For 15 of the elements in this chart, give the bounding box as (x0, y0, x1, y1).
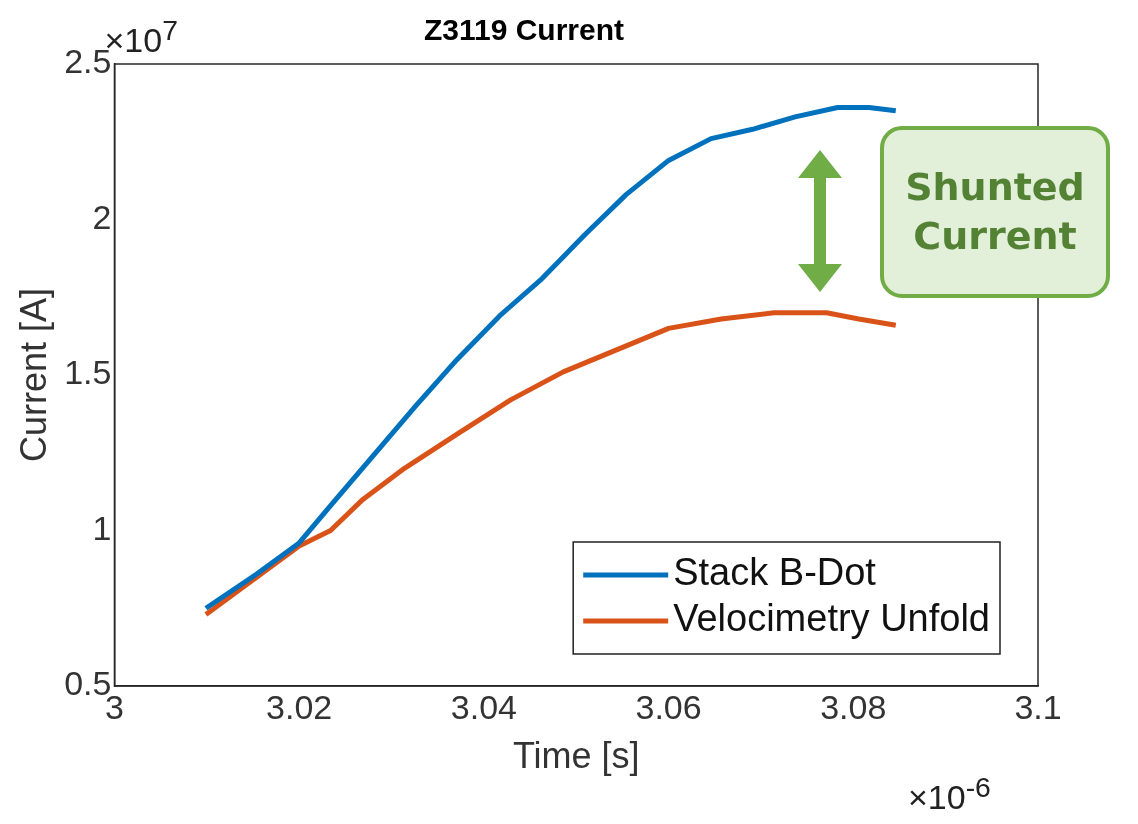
y-tick-label: 1.5 (64, 353, 112, 392)
legend-label: Velocimetry Unfold (673, 597, 991, 640)
y-tick-label: 2 (92, 197, 112, 236)
x-tick-label: 3.1 (1014, 687, 1062, 726)
annotation: Shunted Current (880, 126, 1110, 298)
y-tick-label: 1 (92, 508, 112, 547)
x-axis-title: Time [s] (512, 735, 640, 777)
x-tick-label: 3.06 (635, 687, 702, 726)
legend-label: Stack B-Dot (673, 551, 877, 594)
x-tick-label: 3.08 (820, 687, 887, 726)
x-tick-label: 3.02 (266, 687, 333, 726)
text: ×10$^{-6}$ (908, 771, 991, 818)
chart-title: Z3119 Current (423, 13, 625, 47)
x-tick-label: 3.04 (450, 687, 517, 726)
y-axis-title: Current [A] (12, 287, 54, 463)
